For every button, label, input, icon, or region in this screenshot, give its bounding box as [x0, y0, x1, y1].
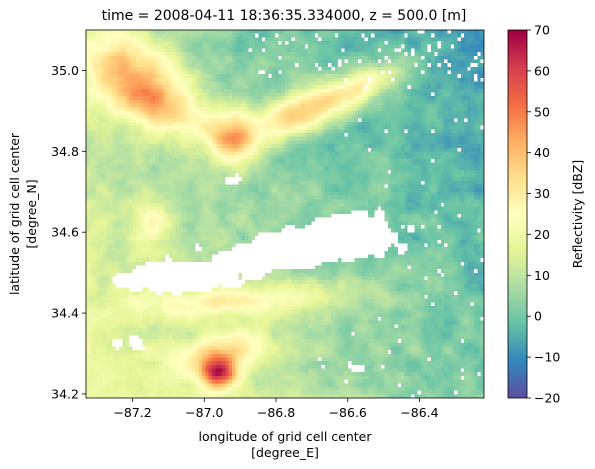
x-axis-title-line2: [degree_E]: [251, 445, 319, 460]
y-tick-label: 35.0: [51, 63, 79, 78]
chart-title: time = 2008-04-11 18:36:35.334000, z = 5…: [102, 8, 467, 24]
x-axis-title-line1: longitude of grid cell center: [198, 429, 372, 444]
reflectivity-heatmap: [86, 30, 484, 398]
plot-area: [85, 29, 485, 399]
colorbar-tick-label: 50: [534, 104, 550, 119]
colorbar: −20 −10 0 10 20 30 40 50 60 70 Reflectivity [dBZ]: [507, 23, 585, 406]
colorbar-frame: [507, 29, 528, 399]
colorbar-gradient: [508, 30, 527, 398]
y-axis-title-line1: latitude of grid cell center: [7, 132, 22, 295]
colorbar-tick-label: 10: [534, 268, 550, 283]
y-axis-title-line2: [degree_N]: [24, 179, 39, 248]
x-tick-label: −86.6: [329, 405, 367, 420]
colorbar-tick-label: −10: [534, 350, 560, 365]
x-tick-label: −86.8: [257, 405, 295, 420]
colorbar-tick-label: −20: [534, 391, 560, 406]
y-axis: 34.2 34.4 34.6 34.8 35.0: [51, 63, 86, 401]
x-axis: −87.2 −87.0 −86.8 −86.6 −86.4: [113, 398, 439, 420]
colorbar-tick-label: 0: [534, 309, 542, 324]
colorbar-tick-label: 70: [534, 23, 550, 38]
y-tick-label: 34.4: [51, 306, 79, 321]
colorbar-tick-label: 60: [534, 63, 550, 78]
x-tick-label: −86.4: [400, 405, 438, 420]
y-tick-label: 34.8: [51, 144, 79, 159]
colorbar-title: Reflectivity [dBZ]: [570, 160, 585, 269]
y-tick-label: 34.2: [51, 386, 79, 401]
colorbar-ticks: −20 −10 0 10 20 30 40 50 60 70: [527, 23, 560, 406]
colorbar-tick-label: 40: [534, 145, 550, 160]
y-tick-label: 34.6: [51, 225, 79, 240]
x-tick-label: −87.0: [185, 405, 223, 420]
x-tick-label: −87.2: [113, 405, 151, 420]
colorbar-tick-label: 30: [534, 186, 550, 201]
colorbar-tick-label: 20: [534, 227, 550, 242]
plot-frame: [85, 29, 485, 399]
